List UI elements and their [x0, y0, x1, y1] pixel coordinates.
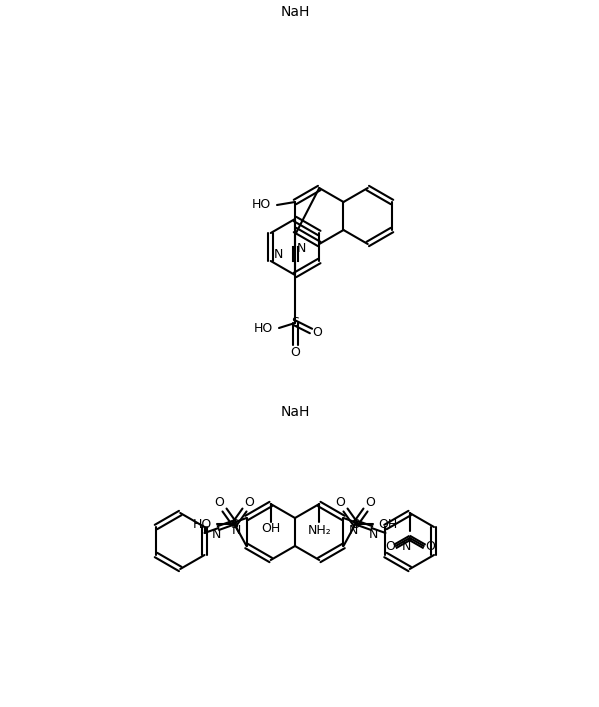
Text: S: S [352, 518, 359, 530]
Text: O: O [365, 496, 376, 508]
Text: O: O [244, 496, 255, 508]
Text: O: O [312, 327, 322, 339]
Text: OH: OH [379, 518, 398, 530]
Text: N: N [349, 523, 358, 537]
Text: N: N [232, 523, 241, 537]
Text: N: N [212, 529, 221, 542]
Text: O: O [214, 496, 225, 508]
Text: NaH: NaH [280, 5, 310, 19]
Text: N: N [402, 539, 412, 552]
Text: S: S [231, 518, 238, 530]
Text: HO: HO [192, 518, 211, 530]
Text: O: O [425, 539, 435, 552]
Text: NH₂: NH₂ [307, 523, 331, 537]
Text: O: O [385, 539, 395, 552]
Text: HO: HO [252, 199, 271, 211]
Text: N: N [297, 243, 306, 255]
Text: N: N [369, 529, 378, 542]
Text: NaH: NaH [280, 405, 310, 419]
Text: O: O [290, 346, 300, 359]
Text: HO: HO [254, 322, 273, 334]
Text: N: N [274, 247, 283, 260]
Text: O: O [335, 496, 346, 508]
Text: OH: OH [261, 522, 280, 535]
Text: S: S [291, 317, 299, 329]
